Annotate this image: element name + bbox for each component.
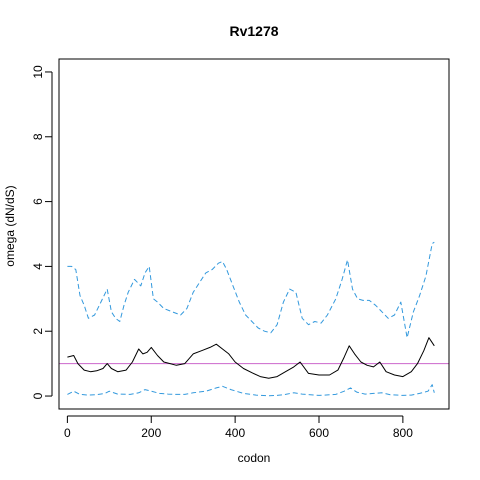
series-line-upper-bound: [67, 241, 435, 339]
y-tick-label: 0: [31, 392, 45, 399]
y-tick-label: 10: [31, 65, 45, 79]
x-tick-label: 0: [64, 426, 71, 440]
y-tick-label: 2: [31, 328, 45, 335]
plot-frame: [58, 58, 450, 410]
series-line-lower-bound: [67, 384, 435, 397]
x-axis-label: codon: [238, 451, 271, 465]
y-tick-label: 8: [31, 133, 45, 140]
chart-title: Rv1278: [229, 23, 278, 39]
x-tick-label: 600: [309, 426, 329, 440]
series-group: [67, 241, 435, 397]
y-tick-label: 6: [31, 198, 45, 205]
y-tick-label: 4: [31, 263, 45, 270]
series-line-estimate: [67, 337, 435, 379]
x-tick-label: 800: [393, 426, 413, 440]
axes-group: 0 200 400 600 800 0 2 4 6 8 10: [31, 65, 413, 440]
y-axis-label: omega (dN/dS): [3, 185, 17, 266]
x-tick-label: 200: [141, 426, 161, 440]
x-tick-label: 400: [225, 426, 245, 440]
